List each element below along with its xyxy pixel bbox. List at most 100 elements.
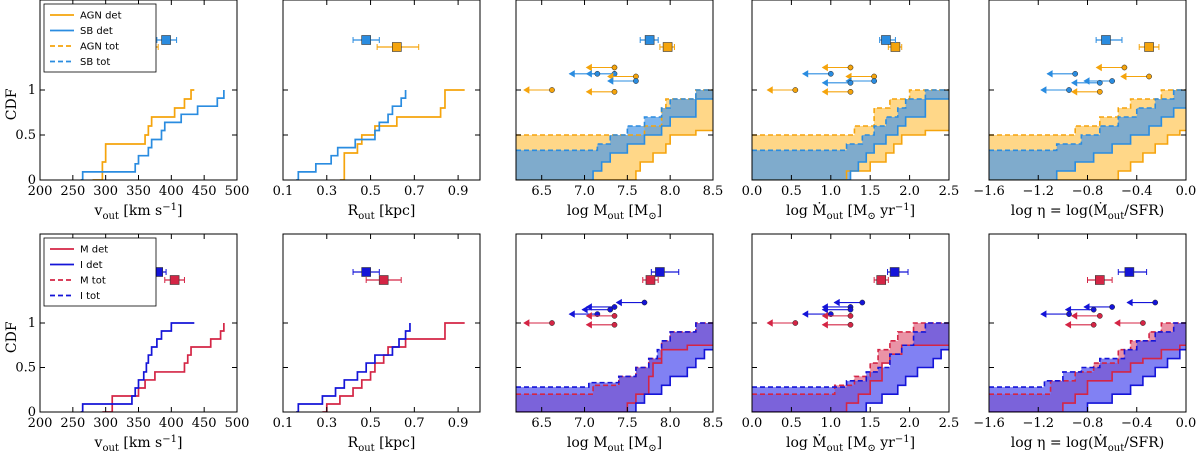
x-tick-label: 300: [93, 416, 118, 431]
x-tick-label: 500: [225, 184, 250, 199]
cdf-det-m: [516, 344, 713, 412]
upper-limit-arrowhead: [523, 319, 530, 327]
y-axis-label: CDF: [4, 88, 20, 120]
x-tick-label: 350: [126, 184, 151, 199]
upper-limit-arrowhead: [845, 72, 852, 81]
cdf-band-sb: [752, 90, 949, 180]
upper-limit-arrowhead: [1040, 86, 1047, 94]
x-tick-label: 0.3: [316, 416, 337, 431]
upper-limit-arrowhead: [821, 79, 828, 87]
legend-label: AGN tot: [80, 42, 119, 53]
upper-limit-point: [1146, 73, 1152, 80]
x-tick-label: −1.6: [973, 416, 1005, 431]
upper-limit-point: [1090, 306, 1097, 313]
upper-limit-arrowhead: [585, 312, 592, 320]
panel-bottom-0: 200 250 300 350 400 450 500 0 0.5 1 vout [km s−1] C…: [4, 233, 250, 454]
x-axis-label: vout [km s−1]: [94, 202, 183, 222]
panel-bottom-4: −1.6 −1.2 −0.8 −0.4 0.0 log η = log(Ṁout/SFR): [973, 233, 1196, 454]
upper-limit-point: [1140, 320, 1146, 326]
cdf-line-i-det: [296, 323, 411, 412]
upper-limit-point: [1090, 321, 1097, 328]
cdf-det-sb: [516, 98, 713, 180]
x-tick-label: 0.5: [781, 416, 802, 431]
x-tick-label: −1.2: [1022, 184, 1054, 199]
x-tick-label: −0.8: [1072, 416, 1104, 431]
median-marker-sb: [881, 35, 891, 45]
panel-top-3: 0.0 0.5 1.0 1.5 2.0 2.5 log Ṁout [M⊙ yr−1]: [742, 0, 959, 222]
cdf-det-i: [752, 348, 949, 412]
x-tick-label: 0.7: [404, 416, 425, 431]
x-tick-label: 0.0: [742, 416, 763, 431]
legend-label: M det: [80, 245, 108, 256]
cdf-line-agn-det: [339, 89, 465, 180]
x-tick-label: 0.5: [360, 184, 381, 199]
x-tick-label: −1.2: [1022, 416, 1054, 431]
panel-top-2: 6.5 7.0 7.5 8.0 8.5 log Mout [M⊙]: [515, 0, 723, 222]
cdf-det-m: [989, 344, 1186, 412]
median-marker-i: [1124, 267, 1135, 277]
upper-limit-point: [847, 79, 854, 86]
y-tick-label: 0.5: [15, 128, 36, 143]
y-tick-label: 1: [28, 83, 36, 98]
upper-limit-point: [792, 320, 799, 326]
x-tick-label: 250: [60, 184, 85, 199]
x-tick-label: 200: [28, 416, 53, 431]
upper-limit-arrowhead: [1120, 72, 1127, 81]
upper-limit-arrowhead: [1064, 321, 1072, 329]
x-axis-label: log Ṁout [M⊙ yr−1]: [786, 201, 915, 222]
legend-label: SB det: [80, 26, 113, 37]
upper-limit-point: [1109, 304, 1115, 310]
upper-limit-arrowhead: [615, 298, 622, 307]
upper-limit-point: [611, 321, 618, 328]
upper-limit-point: [611, 313, 618, 319]
x-tick-label: 0.3: [316, 184, 337, 199]
upper-limit-point: [1066, 87, 1072, 93]
y-tick-label: 0.5: [15, 361, 36, 376]
panel-top-4: −1.6 −1.2 −0.8 −0.4 0.0 log η = log(Ṁout/SFR): [973, 0, 1196, 222]
x-tick-label: 1.0: [820, 416, 841, 431]
cdf-tot-i: [752, 322, 949, 388]
legend: AGN det SB det AGN tot SB tot: [43, 3, 157, 73]
x-tick-label: 8.0: [660, 416, 681, 431]
x-tick-label: 2.5: [939, 416, 960, 431]
x-axis-label: vout [km s−1]: [94, 434, 183, 454]
plot-area: [296, 267, 465, 412]
upper-limit-point: [847, 321, 854, 328]
x-tick-label: 500: [225, 416, 250, 431]
x-tick-label: 2.0: [899, 416, 920, 431]
upper-limit-arrowhead: [833, 298, 840, 307]
upper-limit-point: [847, 313, 854, 319]
upper-limit-arrowhead: [802, 310, 809, 318]
x-tick-label: 1.5: [860, 184, 881, 199]
upper-limit-arrowhead: [568, 70, 575, 78]
median-marker-agn: [890, 42, 901, 52]
plot-area: [516, 35, 713, 180]
upper-limit-arrowhead: [523, 86, 530, 94]
upper-limit-point: [1109, 78, 1115, 84]
median-marker-m-det: [169, 275, 180, 285]
upper-limit-point: [594, 70, 601, 77]
x-axis-label: log Mout [M⊙]: [567, 203, 662, 222]
cdf-band-i: [752, 323, 949, 412]
upper-limit-point: [792, 87, 799, 93]
legend-label: I tot: [80, 291, 100, 302]
upper-limit-arrowhead: [1071, 79, 1078, 87]
upper-limit-arrowhead: [581, 305, 588, 314]
upper-limit-arrowhead: [585, 63, 592, 72]
x-tick-label: 300: [93, 184, 118, 199]
x-tick-label: 400: [159, 184, 184, 199]
legend: M det I det M tot I tot: [43, 237, 157, 307]
plot-area: [989, 267, 1186, 412]
upper-limit-arrowhead: [1083, 303, 1090, 311]
upper-limit-point: [1096, 313, 1103, 319]
upper-limit-arrowhead: [607, 72, 614, 81]
plot-area: [752, 267, 949, 412]
x-axis-label: log Ṁout [M⊙ yr−1]: [786, 433, 915, 454]
x-tick-label: 1.0: [820, 184, 841, 199]
median-marker-sb-det: [361, 35, 371, 45]
upper-limit-point: [1096, 79, 1103, 86]
x-axis-label: Rout [kpc]: [348, 435, 416, 454]
cdf-det-i: [516, 348, 713, 412]
cdf-band-i: [516, 323, 713, 412]
upper-limit-point: [641, 299, 648, 306]
